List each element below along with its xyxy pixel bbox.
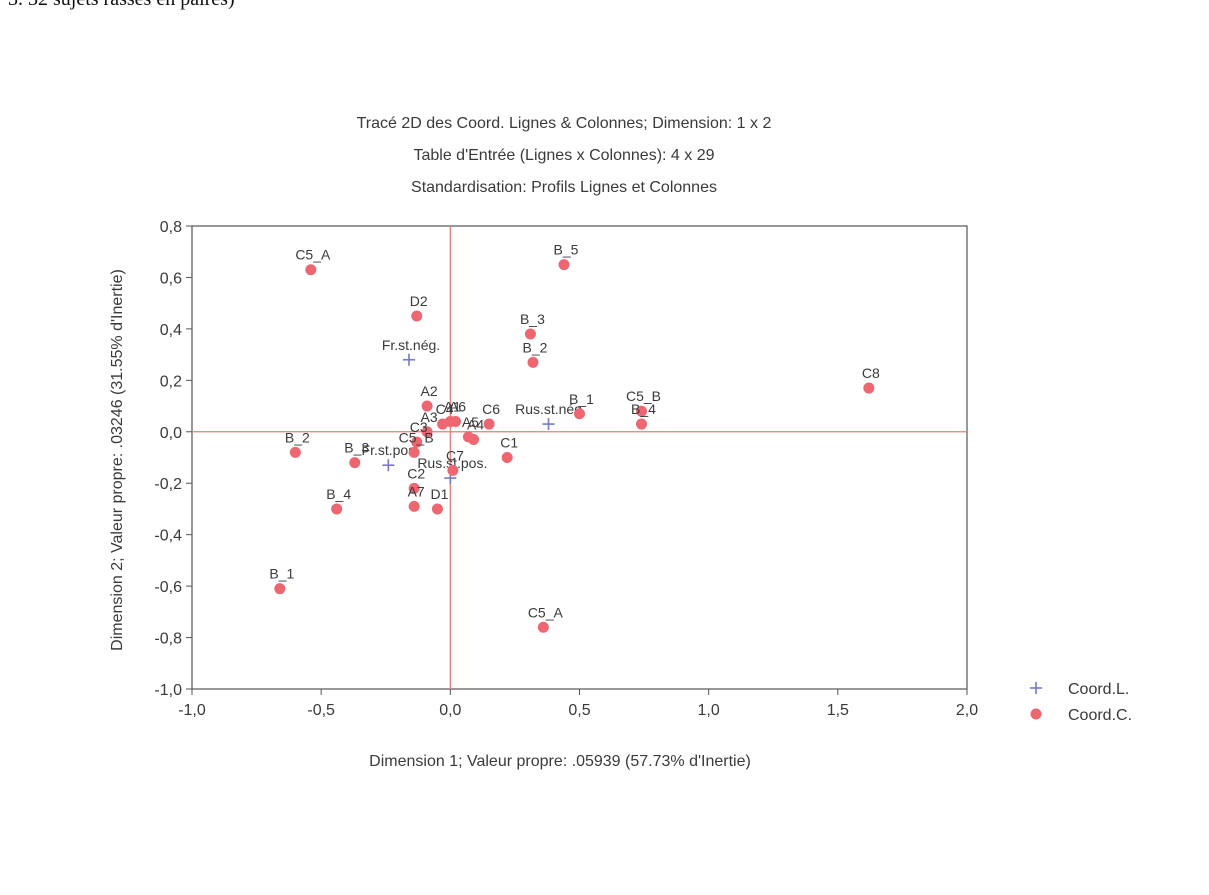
point-label: Rus.st.nég. <box>515 401 586 417</box>
point-label: Fr.st.pos. <box>362 442 420 458</box>
point-label: C5_A <box>295 247 331 263</box>
point-label: C8 <box>862 365 880 381</box>
point-label: C4 <box>436 401 454 417</box>
point-label: B_2 <box>523 339 548 355</box>
x-tick-label: -0,5 <box>307 702 335 719</box>
column-coord-point <box>483 418 495 430</box>
column-coord-point <box>558 259 570 271</box>
legend-marker-plus-icon <box>1030 682 1042 694</box>
column-coord-point <box>527 356 539 368</box>
y-tick-label: 0,2 <box>160 373 182 390</box>
column-coord-point <box>450 415 461 427</box>
column-coord-point <box>574 408 585 420</box>
column-coord-point <box>468 433 480 445</box>
point-label: C6 <box>482 401 500 417</box>
point-label: C5_B <box>626 388 661 404</box>
point-label: A1 <box>444 398 461 414</box>
point-label: A3 <box>421 409 438 425</box>
point-label: B_3 <box>520 311 545 327</box>
chart-subtitle-2: Standardisation: Profils Lignes et Colon… <box>411 179 717 196</box>
point-label: B_1 <box>269 566 294 582</box>
x-tick-label: 0,0 <box>439 702 461 719</box>
point-label: C1 <box>500 435 518 451</box>
y-tick-label: -0,2 <box>154 476 182 493</box>
x-tick-label: 2,0 <box>956 702 978 719</box>
legend: Coord.L. Coord.C. <box>1030 681 1132 724</box>
point-label: A6 <box>449 398 466 414</box>
y-tick-label: 0,6 <box>160 270 182 287</box>
column-coord-point <box>431 503 443 515</box>
column-coord-point <box>447 464 459 476</box>
y-tick-label: -1,0 <box>154 682 182 699</box>
point-label: A5 <box>462 414 479 430</box>
point-label: Fr.st.nég. <box>382 337 440 353</box>
point-label: B_1 <box>569 391 594 407</box>
point-label: C3 <box>410 419 428 435</box>
y-tick-label: 0,0 <box>160 425 182 442</box>
column-coord-point <box>537 621 549 633</box>
column-coord-point <box>305 264 317 276</box>
point-label: C5_B <box>399 429 434 445</box>
x-axis-label: Dimension 1; Valeur propre: .05939 (57.7… <box>369 753 751 770</box>
column-coord-point <box>289 446 301 458</box>
point-label: D1 <box>430 486 448 502</box>
column-coord-point <box>863 382 875 394</box>
point-label: C7 <box>446 447 464 463</box>
column-coord-point <box>421 400 433 412</box>
column-coord-point <box>408 482 420 494</box>
chart-subtitle: Table d'Entrée (Lignes x Colonnes): 4 x … <box>413 147 714 164</box>
column-coord-point <box>501 452 513 463</box>
point-label: A4 <box>467 416 484 432</box>
x-tick-label: -1,0 <box>178 702 206 719</box>
y-tick-label: -0,8 <box>154 631 182 648</box>
column-coord-point <box>408 446 420 458</box>
axes: -1,0 -0,5 0,0 0,5 1,0 1,5 2,0 0,8 0,6 0,4 0,2 0,0 -0… <box>154 219 978 719</box>
y-tick-label: 0,8 <box>160 219 182 236</box>
row-coord-point <box>382 459 395 472</box>
column-coord-point <box>349 457 361 469</box>
point-label: B_4 <box>631 401 656 417</box>
plot-area-frame <box>191 225 968 690</box>
header-text-fragment: 3. 32 sujets rassés en paires) <box>8 0 235 11</box>
point-label: B_2 <box>285 429 310 445</box>
reference-lines <box>192 226 967 689</box>
point-label: C5_A <box>528 604 564 620</box>
column-coord-point <box>411 310 423 322</box>
x-tick-label: 0,5 <box>568 702 590 719</box>
y-tick-label: -0,6 <box>154 579 182 596</box>
column-coord-point <box>636 405 647 417</box>
column-coord-point <box>636 418 647 430</box>
point-label: B_5 <box>554 242 579 258</box>
x-tick-label: 1,0 <box>698 702 720 719</box>
column-coord-point <box>408 500 420 512</box>
y-tick-label: 0,4 <box>160 322 182 339</box>
point-label: C2 <box>407 465 425 481</box>
column-coord-point <box>274 583 286 595</box>
data-points: Fr.st.nég. Rus.st.nég. Fr.st.pos.Rus.st.po… <box>269 242 880 633</box>
column-coord-point <box>421 426 433 438</box>
column-coord-point <box>524 328 536 340</box>
point-label: A2 <box>421 383 438 399</box>
point-label: B_4 <box>326 486 351 502</box>
column-coord-point <box>331 503 343 515</box>
column-coord-point <box>411 436 423 448</box>
chart-title: Tracé 2D des Coord. Lignes & Colonnes; D… <box>357 115 772 132</box>
row-coord-point <box>403 353 415 366</box>
legend-label-row-coords: Coord.L. <box>1068 681 1129 698</box>
point-label: Rus.st.pos. <box>417 455 487 471</box>
point-label: D2 <box>410 293 428 309</box>
y-axis-label: Dimension 2; Valeur propre: .03246 (31.5… <box>109 269 126 651</box>
y-tick-label: -0,4 <box>154 528 182 545</box>
legend-marker-circle-icon <box>1030 708 1042 720</box>
point-label: B_3 <box>344 440 369 456</box>
row-coord-point <box>542 418 555 431</box>
x-tick-label: 1,5 <box>827 702 849 719</box>
legend-label-column-coords: Coord.C. <box>1068 707 1132 724</box>
point-label: A7 <box>408 483 425 499</box>
